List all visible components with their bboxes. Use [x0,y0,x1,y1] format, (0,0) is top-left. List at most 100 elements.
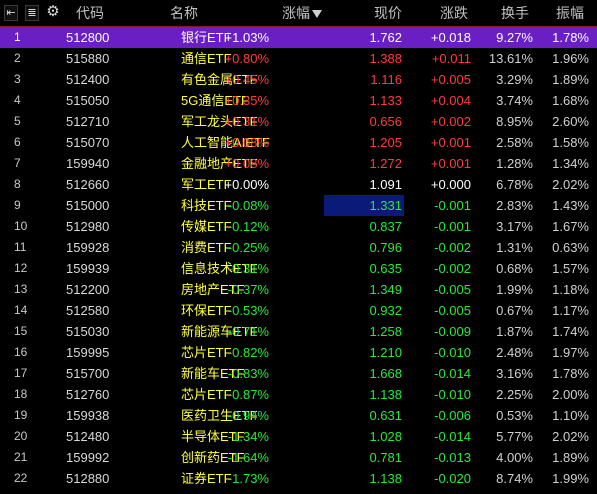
table-row[interactable]: 14 512580 环保ETF -0.53% 0.932 -0.005 0.67% 1.17% [0,300,597,321]
change-pct-value: -0.08% [228,195,269,216]
table-row[interactable]: 5 512710 军工龙头ETF +0.31% 0.656 +0.002 8.95% 2.60… [0,111,597,132]
change-pct-value: -1.73% [228,468,269,489]
turnover-value: 2.25% [496,384,533,405]
first-page-icon[interactable]: ⇤ [4,5,18,21]
change-value: -0.002 [434,237,471,258]
fund-code: 159928 [66,237,109,258]
table-row[interactable]: 21 159992 创新药ETF -1.64% 0.781 -0.013 4.00% 1.89… [0,447,597,468]
column-header-name[interactable]: 名称 [170,0,198,27]
fund-code: 512880 [66,468,109,489]
table-row[interactable]: 15 515030 新能源车ETF -0.71% 1.258 -0.009 1.87% 1.7… [0,321,597,342]
change-pct-value: -0.37% [228,279,269,300]
change-value: +0.004 [431,90,471,111]
table-row[interactable]: 7 159940 金融地产ETF +0.08% 1.272 +0.001 1.28% 1.34… [0,153,597,174]
change-value: +0.001 [431,153,471,174]
row-index: 13 [14,279,27,300]
change-value: +0.002 [431,111,471,132]
column-header-amplitude[interactable]: 振幅 [556,0,584,27]
column-header-code[interactable]: 代码 [76,0,104,27]
change-pct-value: -0.12% [228,216,269,237]
amplitude-value: 1.96% [552,48,589,69]
row-index: 12 [14,258,27,279]
table-row[interactable]: 8 512660 军工ETF +0.00% 1.091 +0.000 6.78% 2.02% [0,174,597,195]
price-value: 0.631 [369,405,402,426]
column-header-change-pct[interactable]: 涨幅 [282,0,322,27]
row-index: 3 [14,69,21,90]
table-row[interactable]: 10 512980 传媒ETF -0.12% 0.837 -0.001 3.17% 1.67% [0,216,597,237]
amplitude-value: 1.89% [552,69,589,90]
amplitude-value: 0.63% [552,237,589,258]
table-row[interactable]: 20 512480 半导体ETF -1.34% 1.028 -0.014 5.77% 2.02… [0,426,597,447]
table-row[interactable]: 17 515700 新能车ETF -0.83% 1.668 -0.014 3.16% 1.78… [0,363,597,384]
price-value: 1.762 [369,27,402,48]
fund-code: 512480 [66,426,109,447]
row-index: 22 [14,468,27,489]
fund-name: 传媒ETF [181,216,232,237]
change-value: -0.020 [434,468,471,489]
fund-code: 159992 [66,447,109,468]
change-pct-value: -0.25% [228,237,269,258]
turnover-value: 13.61% [489,48,533,69]
change-value: +0.000 [431,174,471,195]
table-row[interactable]: 22 512880 证券ETF -1.73% 1.138 -0.020 8.74% 1.99% [0,468,597,489]
table-row[interactable]: 13 512200 房地产ETF -0.37% 1.349 -0.005 1.99% 1.18… [0,279,597,300]
change-pct-value: +0.08% [225,132,269,153]
table-row[interactable]: 3 512400 有色金属ETF +0.45% 1.116 +0.005 3.29% 1.89… [0,69,597,90]
amplitude-value: 1.18% [552,279,589,300]
sort-icon[interactable]: ≣ [25,5,39,21]
change-value: -0.013 [434,447,471,468]
row-index: 20 [14,426,27,447]
column-header-change[interactable]: 涨跌 [440,0,468,27]
table-row[interactable]: 12 159939 信息技术ETF -0.31% 0.635 -0.002 0.68% 1.5… [0,258,597,279]
row-index: 4 [14,90,21,111]
change-value: -0.010 [434,384,471,405]
amplitude-value: 2.60% [552,111,589,132]
fund-code: 512200 [66,279,109,300]
row-index: 6 [14,132,21,153]
column-header-turnover[interactable]: 换手 [501,0,529,27]
amplitude-value: 1.43% [552,195,589,216]
turnover-value: 0.53% [496,405,533,426]
fund-code: 512580 [66,300,109,321]
change-pct-value: +0.45% [225,69,269,90]
turnover-value: 1.87% [496,321,533,342]
amplitude-value: 2.02% [552,174,589,195]
fund-code: 512980 [66,216,109,237]
column-header-price[interactable]: 现价 [374,0,402,27]
row-index: 5 [14,111,21,132]
change-pct-value: -1.34% [228,426,269,447]
table-row[interactable]: 2 515880 通信ETF +0.80% 1.388 +0.011 13.61% 1.96% [0,48,597,69]
price-value: 0.781 [369,447,402,468]
row-index: 16 [14,342,27,363]
table-row[interactable]: 11 159928 消费ETF -0.25% 0.796 -0.002 1.31% 0.63% [0,237,597,258]
table-row[interactable]: 1 512800 银行ETF +1.03% 1.762 +0.018 9.27% 1.78% [0,27,597,48]
row-index: 15 [14,321,27,342]
price-value: 1.138 [369,468,402,489]
price-value: 0.656 [369,111,402,132]
change-value: -0.005 [434,300,471,321]
turnover-value: 3.16% [496,363,533,384]
turnover-value: 3.74% [496,90,533,111]
change-pct-value: +0.80% [225,48,269,69]
price-value: 1.138 [369,384,402,405]
change-value: -0.009 [434,321,471,342]
fund-code: 515070 [66,132,109,153]
amplitude-value: 1.10% [552,405,589,426]
table-row[interactable]: 18 512760 芯片ETF -0.87% 1.138 -0.010 2.25% 2.00% [0,384,597,405]
turnover-value: 3.29% [496,69,533,90]
price-value: 0.635 [369,258,402,279]
table-row[interactable]: 19 159938 医药卫生ETF -0.94% 0.631 -0.006 0.53% 1.1… [0,405,597,426]
table-row[interactable]: 4 515050 5G通信ETF +0.35% 1.133 +0.004 3.74% 1.68… [0,90,597,111]
price-value: 1.205 [369,132,402,153]
table-row[interactable]: 6 515070 人工智能AIETF +0.08% 1.205 +0.001 2.58% 1.… [0,132,597,153]
fund-code: 515880 [66,48,109,69]
turnover-value: 8.74% [496,468,533,489]
fund-code: 159938 [66,405,109,426]
amplitude-value: 1.58% [552,132,589,153]
table-row[interactable]: 16 159995 芯片ETF -0.82% 1.210 -0.010 2.48% 1.97% [0,342,597,363]
gear-icon[interactable]: ⚙ [46,5,60,21]
table-row[interactable]: 9 515000 科技ETF -0.08% 1.331 -0.001 2.83% 1.43% [0,195,597,216]
change-pct-value: -0.83% [228,363,269,384]
change-value: +0.001 [431,132,471,153]
